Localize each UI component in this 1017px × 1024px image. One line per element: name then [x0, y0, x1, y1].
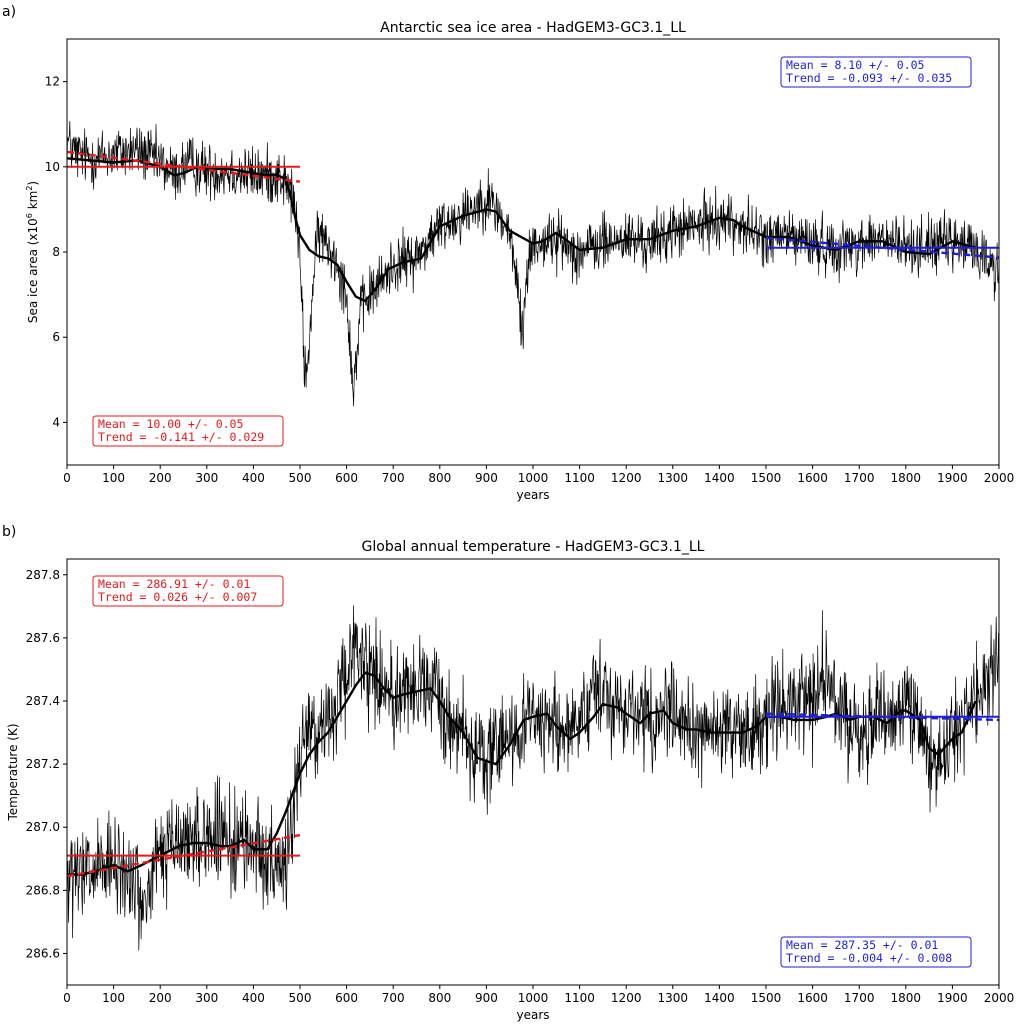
series-annual-line [67, 121, 999, 407]
fit-trend-line [765, 712, 999, 722]
x-tick-label: 1500 [751, 471, 782, 485]
x-tick-label: 200 [149, 991, 172, 1005]
stats-trend-text: Trend = -0.093 +/- 0.035 [786, 71, 952, 85]
x-tick-label: 100 [102, 991, 125, 1005]
x-tick-label: 1800 [891, 991, 922, 1005]
x-tick-label: 600 [335, 991, 358, 1005]
x-tick-label: 500 [289, 991, 312, 1005]
stats-mean-text: Mean = 286.91 +/- 0.01 [98, 577, 250, 591]
y-axis-label-mid: km [26, 191, 40, 213]
chart-title: Antarctic sea ice area - HadGEM3-GC3.1_L… [380, 20, 686, 36]
x-tick-label: 1000 [518, 991, 549, 1005]
x-tick-label: 1900 [937, 991, 968, 1005]
fit-trend-line [67, 833, 301, 878]
x-tick-label: 1400 [704, 991, 735, 1005]
x-tick-label: 800 [428, 471, 451, 485]
axes-frame [66, 38, 1000, 466]
x-tick-label: 300 [195, 471, 218, 485]
stats-mean-text: Mean = 10.00 +/- 0.05 [98, 417, 243, 431]
x-tick-label: 1100 [564, 991, 595, 1005]
x-tick-label: 1100 [564, 471, 595, 485]
y-axis-label-end: ) [26, 181, 40, 186]
x-tick-label: 400 [242, 471, 265, 485]
x-tick-label: 0 [63, 991, 71, 1005]
fit-trend-line [67, 150, 301, 183]
panel-b: b) Global annual temperature - HadGEM3-G… [2, 524, 1014, 1022]
y-axis-label-main: Sea ice area (x10 [26, 218, 40, 323]
y-tick-label: 8 [52, 245, 60, 259]
y-tick-label: 6 [52, 330, 60, 344]
x-tick-label: 100 [102, 471, 125, 485]
x-tick-label: 700 [382, 471, 405, 485]
y-axis-label-sup1: 6 [25, 213, 34, 218]
x-tick-label: 1600 [797, 991, 828, 1005]
y-tick-label: 287.6 [26, 631, 60, 645]
x-tick-label: 300 [195, 991, 218, 1005]
y-tick-label: 287.4 [26, 694, 60, 708]
panel-label: b) [2, 524, 16, 540]
x-tick-label: 900 [475, 991, 498, 1005]
y-tick-label: 286.6 [26, 946, 60, 960]
x-tick-label: 900 [475, 471, 498, 485]
series-annual-line [67, 605, 999, 951]
x-tick-label: 700 [382, 991, 405, 1005]
y-tick-label: 287.8 [26, 568, 60, 582]
x-tick-label: 0 [63, 471, 71, 485]
x-tick-label: 400 [242, 991, 265, 1005]
y-tick-label: 10 [45, 160, 60, 174]
x-tick-label: 1200 [611, 991, 642, 1005]
chart-title: Global annual temperature - HadGEM3-GC3.… [362, 539, 705, 555]
panel-a: a) Antarctic sea ice area - HadGEM3-GC3.… [2, 4, 1014, 502]
x-tick-label: 1300 [658, 471, 689, 485]
fit-trend-line [765, 236, 999, 259]
x-tick-label: 600 [335, 471, 358, 485]
y-tick-label: 4 [52, 415, 60, 429]
x-tick-label: 2000 [984, 991, 1015, 1005]
x-tick-label: 2000 [984, 471, 1015, 485]
x-tick-label: 1200 [611, 471, 642, 485]
panel-label: a) [2, 4, 16, 20]
x-tick-label: 1800 [891, 471, 922, 485]
x-axis-label: years [516, 488, 549, 502]
x-tick-label: 1000 [518, 471, 549, 485]
x-tick-label: 1900 [937, 471, 968, 485]
x-tick-label: 1600 [797, 471, 828, 485]
series-smoothed-line [67, 157, 977, 303]
stats-trend-text: Trend = -0.004 +/- 0.008 [786, 951, 952, 965]
y-tick-label: 12 [45, 75, 60, 89]
x-tick-label: 800 [428, 991, 451, 1005]
y-axis-label-sup2: 2 [25, 186, 34, 191]
y-tick-label: 286.8 [26, 883, 60, 897]
stats-trend-text: Trend = -0.141 +/- 0.029 [98, 430, 264, 444]
y-axis-label: Sea ice area (x106 km2) [25, 181, 40, 323]
stats-mean-text: Mean = 287.35 +/- 0.01 [786, 938, 938, 952]
x-tick-label: 1500 [751, 991, 782, 1005]
y-tick-label: 287.2 [26, 757, 60, 771]
x-tick-label: 500 [289, 471, 312, 485]
x-tick-label: 1700 [844, 991, 875, 1005]
x-tick-label: 200 [149, 471, 172, 485]
axes-frame [66, 558, 1000, 986]
stats-mean-text: Mean = 8.10 +/- 0.05 [786, 58, 924, 72]
x-tick-label: 1700 [844, 471, 875, 485]
y-axis-label: Temperature (K) [6, 723, 20, 821]
y-tick-label: 287.0 [26, 820, 60, 834]
x-tick-label: 1300 [658, 991, 689, 1005]
x-tick-label: 1400 [704, 471, 735, 485]
x-axis-label: years [516, 1008, 549, 1022]
stats-trend-text: Trend = 0.026 +/- 0.007 [98, 590, 257, 604]
